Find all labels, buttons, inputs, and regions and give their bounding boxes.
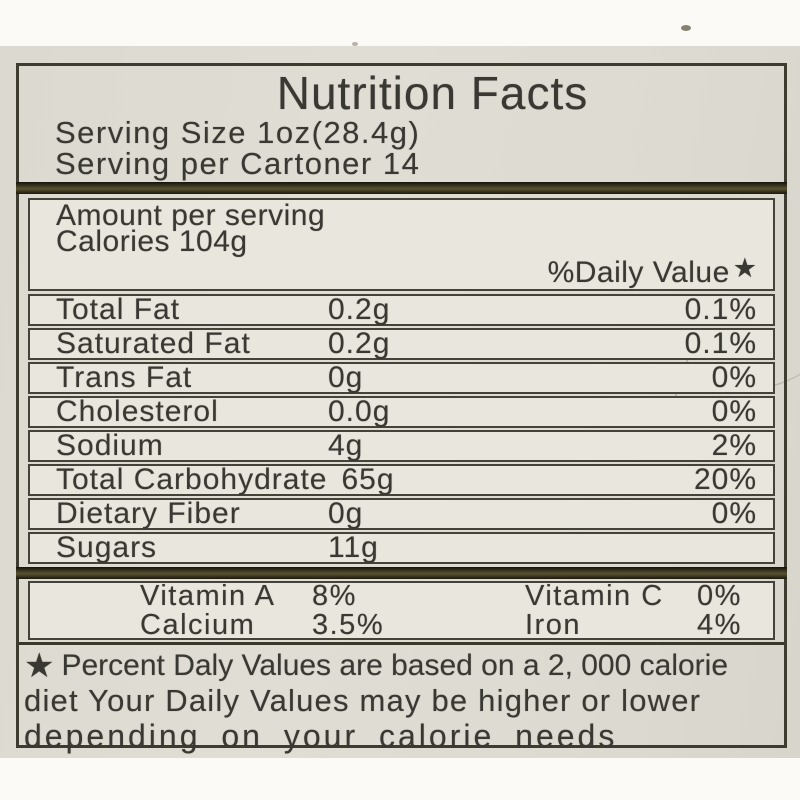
calories: Calories 104g: [56, 225, 248, 258]
nutrient-name: Saturated Fat: [56, 327, 251, 360]
nutrient-name: Total Carbohydrate: [56, 463, 328, 496]
header-section: Nutrition Facts Serving Size 1oz(28.4g) …: [19, 66, 784, 179]
micronutrient-row: Vitamin A 8% Vitamin C 0%: [140, 579, 773, 612]
amount-section: Amount per serving Calories 104g %Daily …: [28, 198, 775, 291]
nutrient-name: Total Fat: [56, 293, 181, 326]
nutrient-row: Trans Fat 0g 0%: [28, 361, 775, 394]
micronutrient-name: Vitamin C: [525, 579, 664, 612]
micronutrient-value: 0%: [697, 579, 742, 612]
micronutrient-cell: Vitamin C 0%: [525, 579, 742, 612]
nutrient-row: Cholesterol 0.0g 0%: [28, 395, 775, 428]
nutrient-name: Sodium: [56, 429, 164, 462]
micronutrient-name: Iron: [525, 608, 581, 641]
nutrient-name: Trans Fat: [56, 361, 193, 394]
nutrient-amount: 0.2g: [328, 327, 391, 360]
nutrient-amount: 0.0g: [328, 395, 391, 428]
nutrient-row: Sugars 11g: [28, 531, 775, 564]
footnote-text: Percent Daly Values are based on a 2, 00…: [61, 649, 729, 682]
daily-value-header: %Daily Value ★: [56, 253, 759, 289]
servings-per-carton: Serving per Cartoner 14: [55, 146, 421, 181]
nutrient-daily-value: 0%: [711, 361, 757, 394]
daily-value-header-text: %Daily Value: [547, 256, 730, 289]
nutrient-row: Total Carbohydrate 65g 20%: [28, 463, 775, 496]
nutrient-daily-value: 2%: [711, 429, 757, 462]
micronutrient-value: 8%: [312, 579, 357, 612]
footnote-line: ★ Percent Daly Values are based on a 2, 0…: [24, 649, 778, 683]
nutrient-row: Total Fat 0.2g 0.1%: [28, 293, 775, 326]
footnote-line: depending on your calorie needs: [24, 718, 618, 754]
nutrient-amount: 0g: [328, 361, 364, 394]
photo-artifact-speck: [681, 25, 691, 31]
micronutrients-section: Vitamin A 8% Vitamin C 0% Calcium 3.5% I…: [28, 581, 775, 640]
footnote-line: diet Your Daily Values may be higher or …: [24, 683, 702, 718]
nutrient-name: Cholesterol: [56, 395, 219, 428]
serving-size: Serving Size 1oz(28.4g): [55, 115, 421, 150]
label-title: Nutrition Facts: [276, 67, 589, 119]
nutrient-amount: 65g: [341, 463, 395, 496]
micronutrient-cell: Vitamin A 8%: [140, 579, 525, 612]
micronutrient-name: Vitamin A: [140, 579, 276, 612]
micronutrient-name: Calcium: [140, 608, 256, 641]
footnote-section: ★ Percent Daly Values are based on a 2, 0…: [19, 642, 784, 754]
micronutrient-value: 3.5%: [312, 608, 385, 641]
nutrient-daily-value: 0.1%: [684, 293, 757, 326]
nutrition-label: Nutrition Facts Serving Size 1oz(28.4g) …: [0, 46, 800, 758]
nutrient-row: Sodium 4g 2%: [28, 429, 775, 462]
label-border-box: Nutrition Facts Serving Size 1oz(28.4g) …: [16, 63, 787, 754]
nutrient-amount: 4g: [328, 429, 364, 462]
micronutrient-row: Calcium 3.5% Iron 4%: [140, 608, 773, 641]
nutrient-daily-value: 0%: [711, 497, 757, 530]
micronutrient-cell: Iron 4%: [525, 608, 742, 641]
nutrient-name: Sugars: [56, 531, 158, 564]
nutrient-name: Dietary Fiber: [56, 497, 241, 530]
nutrient-daily-value: 0%: [711, 395, 757, 428]
star-icon: ★: [24, 647, 55, 685]
micronutrient-cell: Calcium 3.5%: [140, 608, 525, 641]
nutrient-amount: 0.2g: [328, 293, 391, 326]
nutrient-amount: 11g: [328, 531, 379, 564]
photo-artifact-speck: [352, 42, 358, 46]
thick-separator-top: [16, 182, 787, 194]
nutrient-daily-value: 20%: [693, 463, 757, 496]
nutrient-amount: 0g: [328, 497, 364, 530]
nutrient-table: Total Fat 0.2g 0.1% Saturated Fat 0.2g 0…: [19, 293, 784, 564]
micronutrient-value: 4%: [697, 608, 742, 641]
nutrient-row: Saturated Fat 0.2g 0.1%: [28, 327, 775, 360]
star-icon: ★: [732, 253, 757, 283]
nutrient-row: Dietary Fiber 0g 0%: [28, 497, 775, 530]
amount-per-serving: Amount per serving: [56, 199, 326, 232]
thick-separator-bottom: [16, 567, 787, 579]
nutrient-daily-value: 0.1%: [684, 327, 757, 360]
